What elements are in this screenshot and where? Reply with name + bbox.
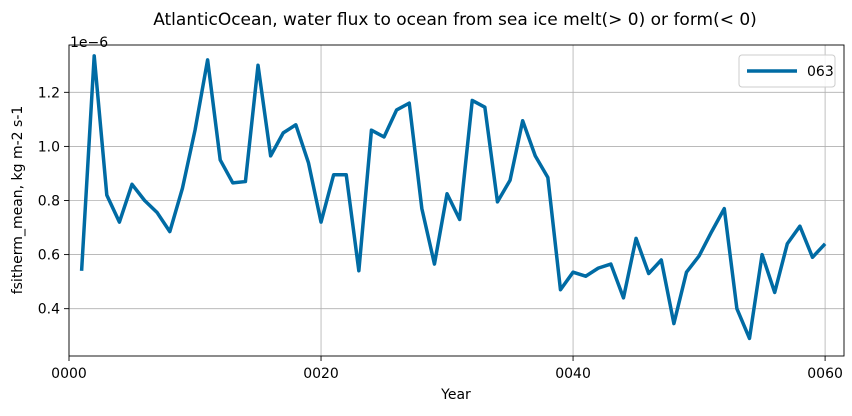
grid-lines (68, 45, 844, 356)
x-tick-label: 0020 (303, 366, 339, 382)
axis-ticks: 0000 0020 0040 0060 0.4 0.6 0.8 1.0 1.2 (38, 85, 843, 382)
y-tick-label: 0.6 (38, 248, 60, 264)
y-tick-label: 0.4 (38, 302, 60, 318)
y-tick-label: 1.2 (38, 85, 60, 101)
y-axis-label: fsitherm_mean, kg m-2 s-1 (10, 106, 26, 295)
legend: 063 (738, 54, 836, 88)
series-line-063 (79, 54, 827, 341)
y-axis-multiplier: 1e−6 (70, 35, 108, 51)
x-tick-label: 0060 (807, 366, 843, 382)
legend-label-063: 063 (807, 64, 834, 80)
series-layer (79, 54, 827, 341)
y-tick-label: 1.0 (38, 139, 60, 155)
x-tick-label: 0040 (555, 366, 591, 382)
chart-title: AtlanticOcean, water flux to ocean from … (153, 10, 757, 30)
x-tick-label: 0000 (51, 366, 87, 382)
y-tick-label: 0.8 (38, 194, 60, 210)
x-axis-label: Year (440, 387, 471, 403)
